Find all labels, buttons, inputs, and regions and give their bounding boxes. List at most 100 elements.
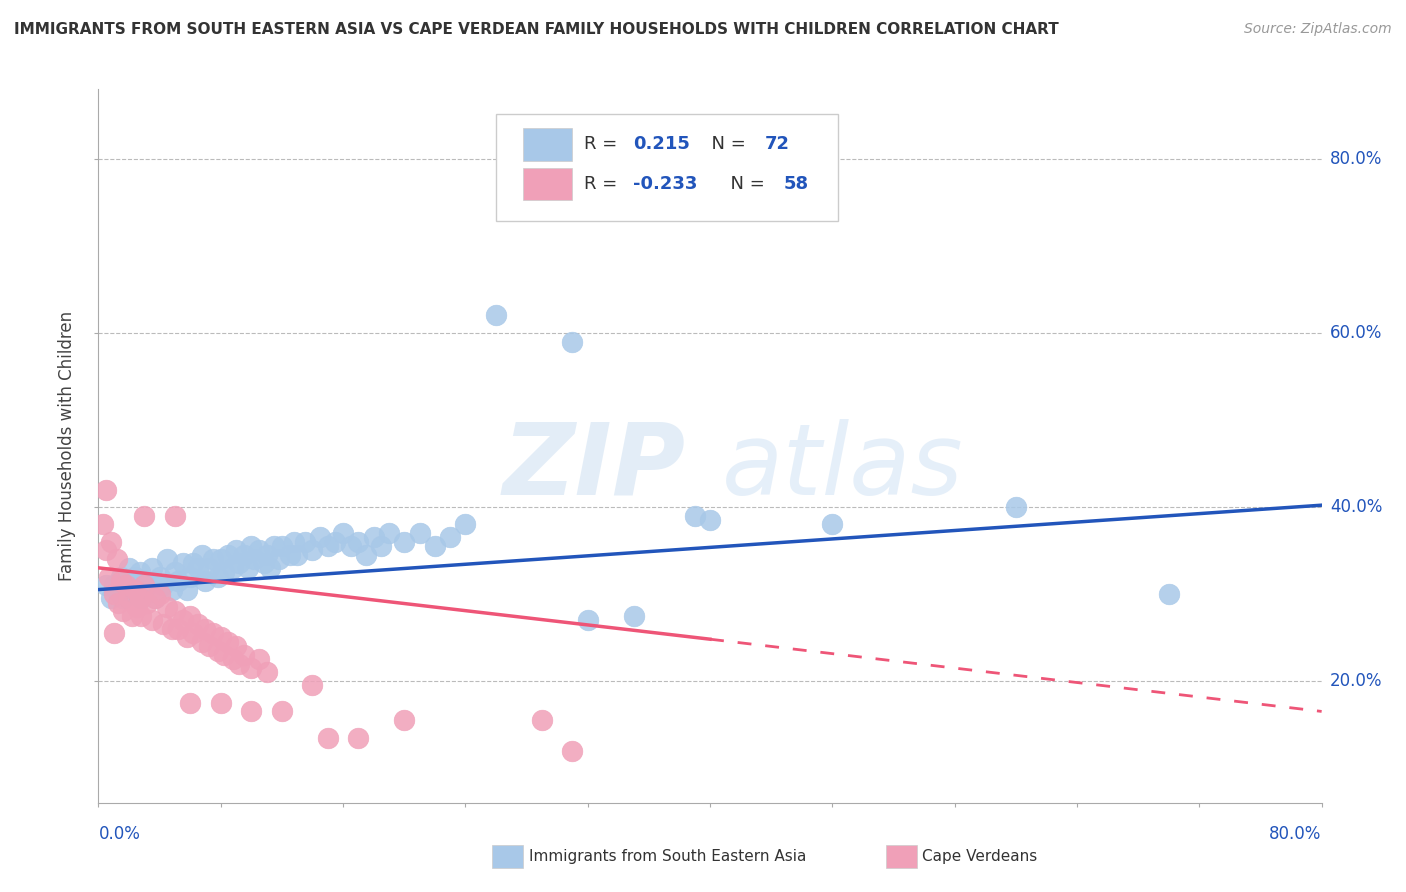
Point <box>141 613 163 627</box>
Point <box>176 582 198 597</box>
Point <box>94 483 117 497</box>
Point <box>301 678 323 692</box>
Point <box>118 561 141 575</box>
Point <box>259 561 281 575</box>
Point <box>100 534 122 549</box>
Point <box>283 534 305 549</box>
Text: 80.0%: 80.0% <box>1270 825 1322 843</box>
Point <box>98 569 121 583</box>
Point <box>561 334 583 349</box>
Point <box>240 661 263 675</box>
Point <box>149 587 172 601</box>
Point <box>110 569 132 583</box>
Point <box>363 530 385 544</box>
Text: 72: 72 <box>765 136 790 153</box>
Point <box>325 534 347 549</box>
Point <box>115 578 138 592</box>
Point <box>309 530 332 544</box>
Point <box>91 517 114 532</box>
Point <box>194 622 217 636</box>
Point <box>209 631 232 645</box>
Point <box>105 582 128 597</box>
Text: N =: N = <box>718 175 770 193</box>
Point <box>163 565 186 579</box>
Point <box>143 591 166 606</box>
Point <box>149 569 172 583</box>
Point <box>136 578 159 592</box>
FancyBboxPatch shape <box>523 168 572 200</box>
Point <box>821 517 844 532</box>
Point <box>270 539 292 553</box>
Point <box>94 578 117 592</box>
Text: Source: ZipAtlas.com: Source: ZipAtlas.com <box>1244 22 1392 37</box>
Point <box>243 552 266 566</box>
Point <box>576 613 599 627</box>
Point <box>129 591 152 606</box>
Point <box>217 635 239 649</box>
Point <box>267 552 290 566</box>
Point <box>105 552 128 566</box>
Text: 0.0%: 0.0% <box>98 825 141 843</box>
Y-axis label: Family Households with Children: Family Households with Children <box>58 311 76 581</box>
Text: atlas: atlas <box>723 419 965 516</box>
Point <box>152 617 174 632</box>
Point <box>217 548 239 562</box>
Point <box>141 561 163 575</box>
Point <box>408 526 430 541</box>
Text: IMMIGRANTS FROM SOUTH EASTERN ASIA VS CAPE VERDEAN FAMILY HOUSEHOLDS WITH CHILDR: IMMIGRANTS FROM SOUTH EASTERN ASIA VS CA… <box>14 22 1059 37</box>
Point <box>238 561 260 575</box>
Point <box>125 578 148 592</box>
Point <box>301 543 323 558</box>
Point <box>187 617 209 632</box>
Point <box>263 539 285 553</box>
Point <box>623 608 645 623</box>
Point <box>202 626 225 640</box>
Point <box>156 599 179 614</box>
Point <box>222 561 245 575</box>
Point <box>143 591 166 606</box>
Point <box>699 513 721 527</box>
Point <box>197 639 219 653</box>
Point <box>94 543 117 558</box>
Point <box>270 705 292 719</box>
Point <box>128 591 150 606</box>
Point <box>111 604 134 618</box>
Point <box>167 574 190 588</box>
Point <box>378 526 401 541</box>
Point <box>160 622 183 636</box>
Point <box>103 587 125 601</box>
Point <box>179 608 201 623</box>
Point <box>1004 500 1026 514</box>
Text: 58: 58 <box>783 175 808 193</box>
Text: 60.0%: 60.0% <box>1330 324 1382 342</box>
Point <box>172 557 194 571</box>
Point <box>187 561 209 575</box>
Point <box>1157 587 1180 601</box>
Text: R =: R = <box>583 136 623 153</box>
Point <box>339 539 361 553</box>
Point <box>256 665 278 680</box>
Point <box>125 599 148 614</box>
Point <box>370 539 392 553</box>
Point <box>212 648 235 662</box>
Point <box>121 587 143 601</box>
Point <box>110 574 132 588</box>
Point <box>207 569 229 583</box>
Point <box>285 548 308 562</box>
Point <box>439 530 461 544</box>
Text: R =: R = <box>583 175 623 193</box>
Point <box>181 557 204 571</box>
Point <box>103 578 125 592</box>
Point <box>278 548 301 562</box>
Point <box>191 548 214 562</box>
Point <box>392 713 416 727</box>
Point <box>561 743 583 757</box>
Point <box>124 569 146 583</box>
Point <box>240 539 263 553</box>
Point <box>103 626 125 640</box>
Point <box>207 643 229 657</box>
Point <box>228 557 250 571</box>
Point <box>247 652 270 666</box>
Point <box>118 591 141 606</box>
Point <box>212 565 235 579</box>
